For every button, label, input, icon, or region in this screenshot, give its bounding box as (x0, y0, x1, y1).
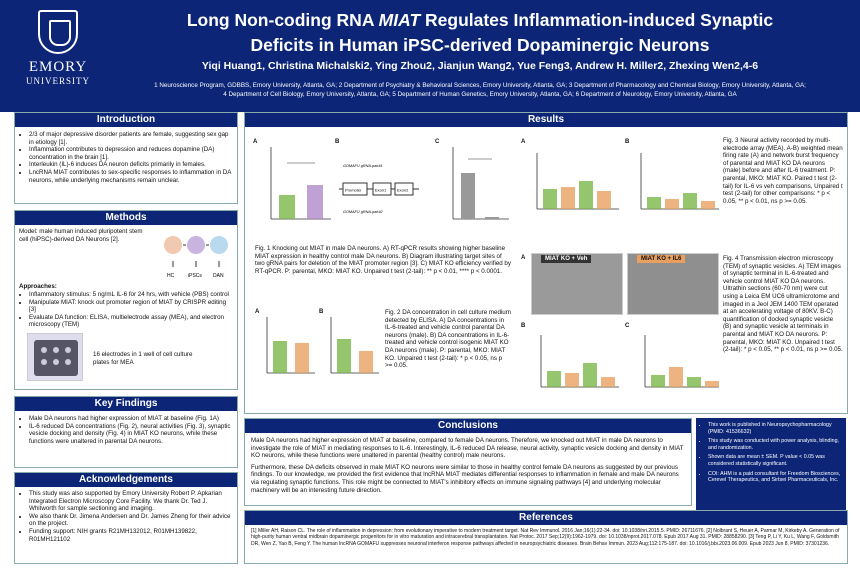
findings-list: Male DA neurons had higher expression of… (15, 411, 237, 445)
methods-section: Methods Model: male human induced plurip… (14, 210, 238, 390)
emory-shield-icon (38, 10, 78, 54)
acknowledgements-section: Acknowledgements This study was also sup… (14, 472, 238, 564)
logo-sub: UNIVERSITY (26, 76, 90, 86)
fig1b-promoter-box (342, 182, 368, 196)
methods-heading: Methods (15, 211, 237, 225)
mea-caption: 16 electrodes in 1 well of cell culture … (93, 351, 193, 366)
fig1b-promoter: Promoter (345, 188, 362, 193)
fig2b-bar-veh (337, 339, 351, 373)
intro-section: Introduction 2/3 of major depressive dis… (14, 112, 238, 204)
fig1c-bar-mko (485, 217, 499, 219)
fig2-caption: Fig. 2 DA concentration in cell culture … (385, 309, 511, 370)
tem-image-veh (531, 253, 623, 315)
flow-hc: HC (167, 273, 175, 279)
fig1b-grna2: GOMAFU gRNA-pair#2 (343, 210, 384, 214)
tem-label-il6: MIAT KO + IL6 (637, 255, 686, 263)
conclusions-heading: Conclusions (245, 419, 691, 433)
fig1b-diagram: Promoter Exon1 Exon2 GOMAFU gRNA-pair#1 … (339, 153, 419, 223)
fig1b-exon1: Exon1 (375, 188, 387, 193)
conclusions-p1: Male DA neurons had higher expression of… (251, 437, 684, 460)
references-section: References [1] Miller AH, Raison CL. The… (244, 510, 848, 564)
fig1-caption: Fig. 1 Knocking out MIAT in male DA neur… (255, 245, 511, 275)
results-heading: Results (245, 113, 847, 127)
authors: Yiqi Huang1, Christina Michalski2, Ying … (201, 60, 759, 72)
emory-logo: EMORY UNIVERSITY (10, 10, 106, 100)
fig3-caption: Fig. 3 Neural activity recorded by multi… (723, 137, 843, 205)
ack-heading: Acknowledgements (15, 473, 237, 487)
fig4-caption: Fig. 4 Transmission electron microscopy … (723, 255, 843, 354)
affiliations: 1 Neuroscience Program, GDBBS, Emory Uni… (154, 82, 806, 98)
logo-name: EMORY (28, 59, 88, 75)
publication-info-box: This work is published in Neuropsychopha… (696, 418, 846, 513)
fig4c-chart (629, 327, 721, 411)
fig4b-chart (525, 327, 621, 411)
conclusions-section: Conclusions Male DA neurons had higher e… (244, 418, 692, 506)
fig1b-exon1-box (372, 182, 392, 196)
conclusions-p2: Furthermore, these DA deficits observed … (251, 463, 679, 494)
fig1a-bar-male (307, 185, 323, 219)
findings-heading: Key Findings (15, 397, 237, 411)
fig3b-chart (625, 141, 721, 237)
fig2a-bar-il6 (295, 343, 309, 373)
ack-list: This study was also supported by Emory U… (15, 487, 237, 543)
fig2b-chart (319, 311, 381, 391)
fig1b-exon2-box (394, 182, 414, 196)
fig1b-grna1: GOMAFU gRNA-pair#1 (343, 164, 383, 168)
fig3a-chart (521, 141, 621, 237)
tem-image-il6 (627, 253, 719, 315)
fig2a-chart (255, 311, 317, 391)
methods-model: Model: male human induced pluripotent st… (19, 228, 143, 243)
fig1c-bar-p (461, 173, 475, 219)
approaches-label: Approaches: (19, 283, 57, 290)
approaches-list: Inflammatory stimulus: 5 ng/mL IL-6 for … (19, 291, 233, 329)
key-findings-section: Key Findings Male DA neurons had higher … (14, 396, 238, 468)
poster-title: Long Non-coding RNA MIAT Regulates Infla… (186, 10, 774, 55)
results-section: Results A B Promoter Exon1 Exon2 GOMAFU … (244, 112, 848, 414)
references-heading: References (245, 511, 847, 525)
references-text: [1] Miller AH, Raison CL. The role of in… (251, 528, 840, 547)
fig2a-bar-veh (273, 341, 287, 373)
mea-plate-image (27, 333, 83, 381)
fig1b-exon2: Exon2 (397, 188, 409, 193)
fig1c-chart (439, 137, 511, 233)
hiPSC-diagram: HC iPSCs DAN (161, 231, 231, 281)
flow-ipsc: iPSCs (188, 273, 202, 279)
fig1a-bar-female (279, 195, 295, 219)
intro-heading: Introduction (15, 113, 237, 127)
flow-dan: DAN (213, 273, 224, 279)
fig2b-bar-il6 (359, 351, 373, 373)
fig1a-chart (253, 137, 333, 233)
tem-label-veh: MIAT KO + Veh (541, 255, 592, 263)
intro-list: 2/3 of major depressive disorder patient… (15, 127, 237, 184)
poster-header: EMORY UNIVERSITY Long Non-coding RNA MIA… (0, 0, 860, 112)
